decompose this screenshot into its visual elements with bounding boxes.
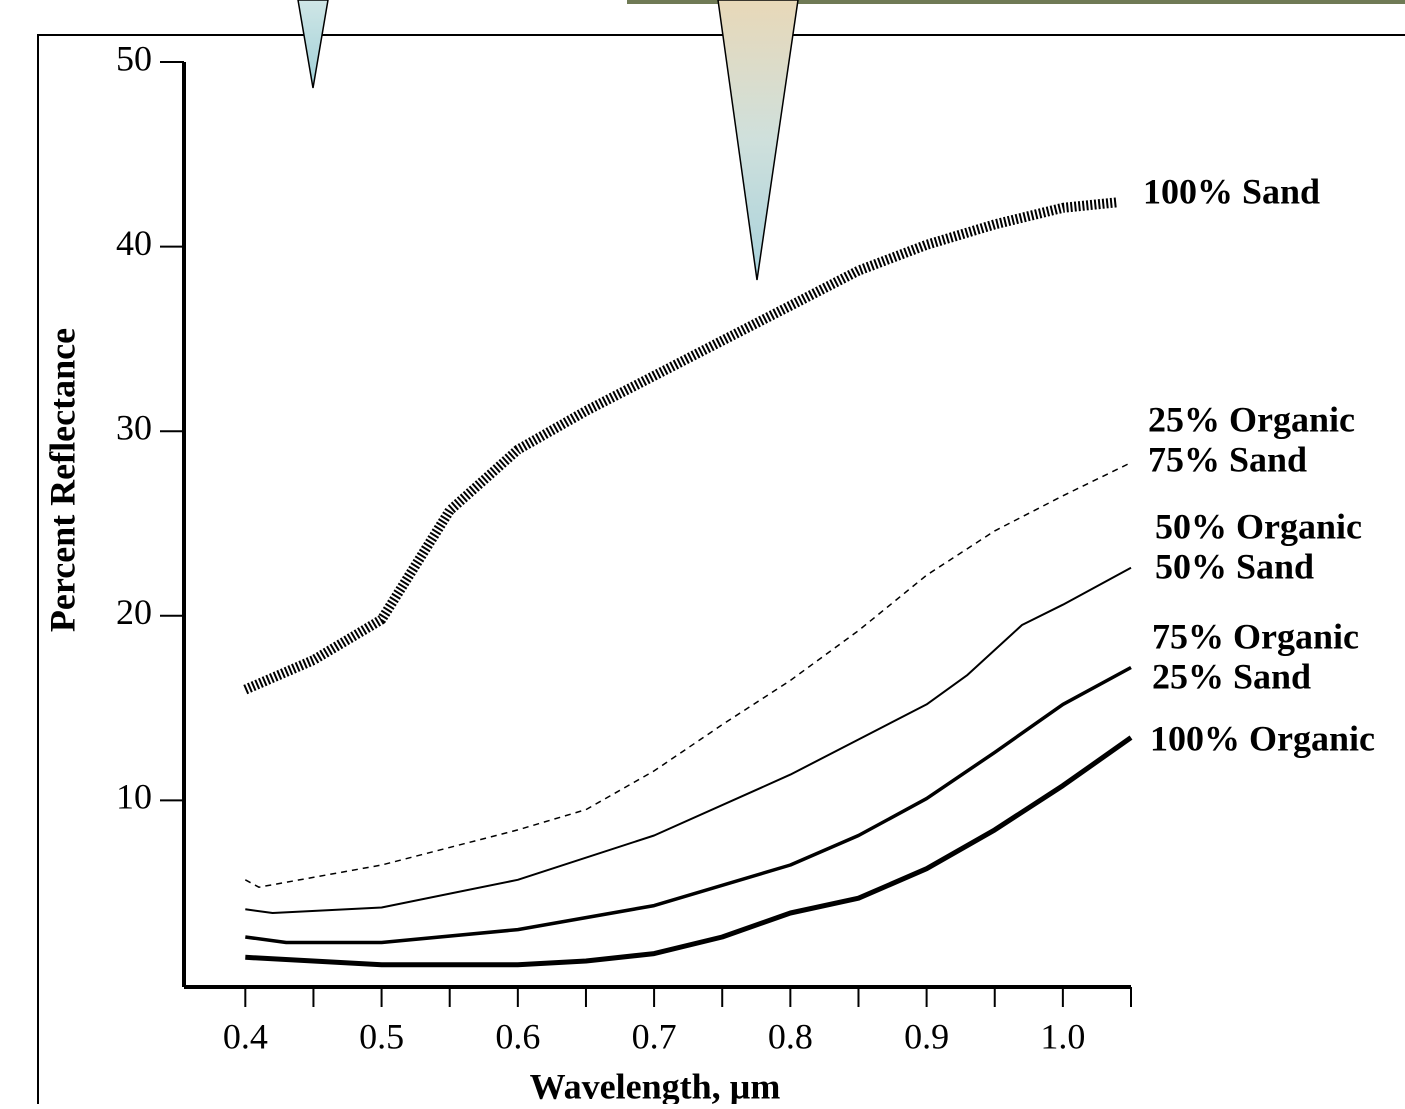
photo-strip <box>627 0 1405 4</box>
series-line <box>245 735 1133 968</box>
x-tick-label: 0.4 <box>223 1016 268 1056</box>
series-line <box>245 566 1132 914</box>
y-tick-label: 20 <box>116 592 152 632</box>
cone-marker <box>297 0 329 89</box>
y-tick-label: 50 <box>116 38 152 78</box>
series-label: 50% Organic <box>1155 506 1362 546</box>
x-axis-title: Wavelength, µm <box>530 1066 781 1104</box>
x-tick-label: 0.6 <box>495 1016 540 1056</box>
series-label: 75% Sand <box>1148 439 1307 479</box>
cone-marker <box>717 0 799 281</box>
series-label: 50% Sand <box>1155 546 1314 586</box>
y-axis-title: Percent Reflectance <box>42 328 82 632</box>
series-line <box>243 197 1118 695</box>
series-label: 100% Sand <box>1143 171 1320 211</box>
x-tick-label: 0.5 <box>359 1016 404 1056</box>
x-tick-label: 0.9 <box>904 1016 949 1056</box>
x-tick-label: 1.0 <box>1040 1016 1085 1056</box>
y-tick-label: 40 <box>116 223 152 263</box>
y-tick-label: 10 <box>116 777 152 817</box>
series-label: 25% Sand <box>1152 656 1311 696</box>
series-label: 75% Organic <box>1152 616 1359 656</box>
series-label: 25% Organic <box>1148 399 1355 439</box>
series-label: 100% Organic <box>1150 718 1375 758</box>
x-tick-label: 0.8 <box>768 1016 813 1056</box>
series-line <box>245 665 1132 945</box>
y-tick-label: 30 <box>116 407 152 447</box>
series-line <box>244 461 1132 888</box>
x-tick-label: 0.7 <box>632 1016 677 1056</box>
